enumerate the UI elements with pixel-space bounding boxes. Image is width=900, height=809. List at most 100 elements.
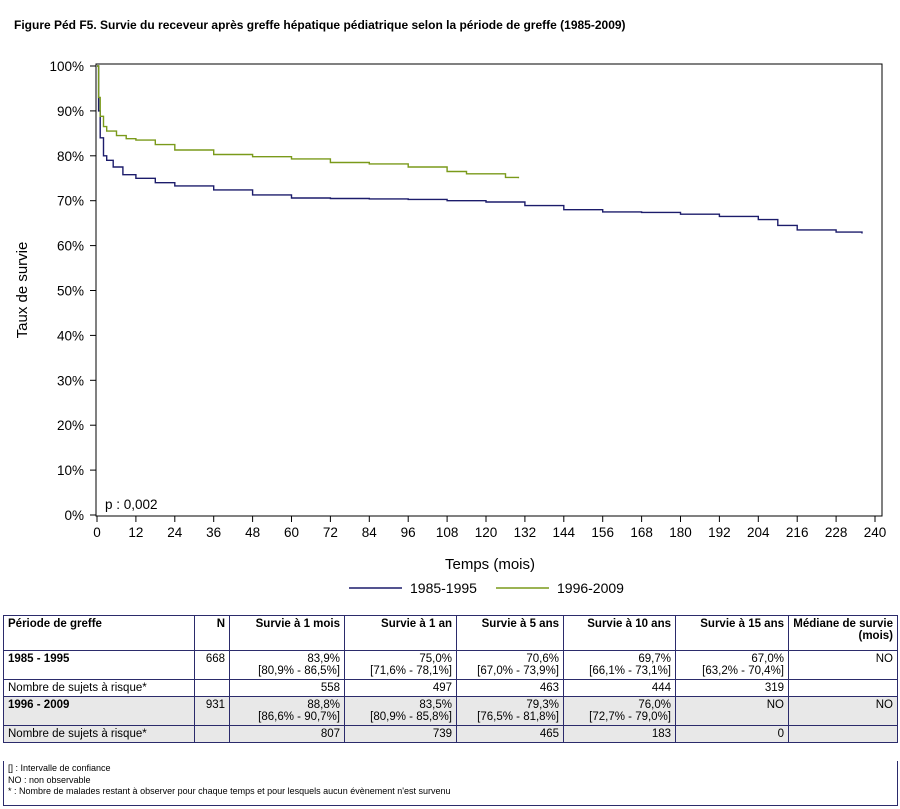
x-tick-label: 228 (825, 525, 848, 540)
note-at-risk: * : Nombre de malades restant à observer… (8, 786, 451, 796)
x-axis-ticks: 0 12 24 36 48 60 72 84 96 108 120 132 144 156 168 180 19… (93, 516, 886, 540)
header-periode: Période de greffe (3, 615, 195, 651)
period-cell: 1985 - 1995 (3, 650, 195, 680)
legend-label-1985-1995: 1985-1995 (410, 580, 477, 596)
table-header-row: Période de greffe N Survie à 1 mois Surv… (3, 615, 898, 651)
value-cell: 83,9% [80,9% - 86,5%] (229, 650, 345, 680)
x-tick-label: 0 (93, 525, 101, 540)
value-cell: 83,5% [80,9% - 85,8%] (344, 696, 457, 726)
y-tick-label: 0% (64, 508, 84, 523)
value-cell: 70,6% [67,0% - 73,9%] (456, 650, 564, 680)
median-cell: NO (788, 696, 898, 726)
header-survie-10-ans: Survie à 10 ans (563, 615, 676, 651)
header-survie-5-ans: Survie à 5 ans (456, 615, 564, 651)
x-tick-label: 240 (864, 525, 887, 540)
note-confidence-interval: [] : Intervalle de confiance (8, 763, 111, 773)
value-cell: 88,8% [86,6% - 90,7%] (229, 696, 345, 726)
x-tick-label: 84 (362, 525, 378, 540)
value-cell: 76,0% [72,7% - 79,0%] (563, 696, 676, 726)
y-tick-label: 100% (49, 59, 84, 74)
y-tick-label: 70% (57, 194, 84, 209)
period-cell: 1996 - 2009 (3, 696, 195, 726)
x-axis-title: Temps (mois) (445, 556, 535, 573)
survival-value: 88,8% (307, 699, 340, 711)
n-cell: 931 (194, 696, 230, 726)
x-tick-label: 156 (591, 525, 614, 540)
y-tick-label: 30% (57, 373, 84, 388)
y-axis-ticks: 0% 10% 20% 30% 40% 50% 60% 70% 80% 90% 100% (49, 59, 96, 523)
x-tick-label: 72 (323, 525, 338, 540)
survival-value: 79,3% (526, 699, 559, 711)
confidence-interval: [86,6% - 90,7%] (258, 711, 340, 723)
at-risk-cell: 463 (456, 679, 564, 697)
at-risk-cell (788, 679, 898, 697)
confidence-interval: [76,5% - 81,8%] (477, 711, 559, 723)
at-risk-cell: 183 (563, 725, 676, 743)
header-survie-15-ans: Survie à 15 ans (675, 615, 789, 651)
table-row: Nombre de sujets à risque* 558 497 463 4… (3, 679, 898, 697)
y-tick-label: 60% (57, 239, 84, 254)
x-tick-label: 204 (747, 525, 770, 540)
x-tick-label: 192 (708, 525, 731, 540)
at-risk-cell: 444 (563, 679, 676, 697)
confidence-interval: [63,2% - 70,4%] (702, 665, 784, 677)
series-line-1985-1995 (97, 65, 863, 234)
x-tick-label: 48 (245, 525, 260, 540)
confidence-interval: [66,1% - 73,1%] (589, 665, 671, 677)
at-risk-label: Nombre de sujets à risque* (3, 679, 195, 697)
x-tick-label: 180 (669, 525, 692, 540)
y-tick-label: 20% (57, 418, 84, 433)
header-survie-1-an: Survie à 1 an (344, 615, 457, 651)
survival-chart: 0 12 24 36 48 60 72 84 96 108 120 132 144 156 168 180 19… (14, 59, 886, 596)
at-risk-cell: 465 (456, 725, 564, 743)
n-cell (194, 679, 230, 697)
at-risk-cell (788, 725, 898, 743)
survival-value: 76,0% (638, 699, 671, 711)
y-tick-label: 10% (57, 463, 84, 478)
table-row: 1996 - 2009 931 88,8% [86,6% - 90,7%] 83,… (3, 696, 898, 726)
legend-label-1996-2009: 1996-2009 (557, 580, 624, 596)
figure-title: Figure Péd F5. Survie du receveur après … (14, 18, 626, 32)
confidence-interval: [67,0% - 73,9%] (477, 665, 559, 677)
value-cell: NO (675, 696, 789, 726)
value-cell: 75,0% [71,6% - 78,1%] (344, 650, 457, 680)
note-non-observable: NO : non observable (8, 774, 91, 785)
confidence-interval: [80,9% - 86,5%] (258, 665, 340, 677)
header-survie-1-mois: Survie à 1 mois (229, 615, 345, 651)
at-risk-cell: 739 (344, 725, 457, 743)
series-line-1996-2009 (97, 65, 520, 179)
x-tick-label: 60 (284, 525, 299, 540)
y-tick-label: 40% (57, 328, 84, 343)
x-tick-label: 168 (630, 525, 653, 540)
series-lines (97, 65, 863, 234)
at-risk-cell: 497 (344, 679, 457, 697)
confidence-interval: [72,7% - 79,0%] (589, 711, 671, 723)
x-tick-label: 36 (206, 525, 221, 540)
at-risk-label: Nombre de sujets à risque* (3, 725, 195, 743)
at-risk-cell: 0 (675, 725, 789, 743)
y-tick-label: 90% (57, 104, 84, 119)
x-tick-label: 132 (514, 525, 537, 540)
survival-value: 75,0% (419, 653, 452, 665)
table-row: 1985 - 1995 668 83,9% [80,9% - 86,5%] 75,… (3, 650, 898, 680)
table-row: Nombre de sujets à risque* 807 739 465 1… (3, 725, 898, 743)
y-axis-title: Taux de survie (14, 242, 31, 339)
x-tick-label: 108 (436, 525, 459, 540)
confidence-interval: [80,9% - 85,8%] (370, 711, 452, 723)
table-notes: [] : Intervalle de confiance NO : non ob… (3, 761, 898, 806)
survival-table: Période de greffe N Survie à 1 mois Surv… (3, 615, 898, 743)
n-cell: 668 (194, 650, 230, 680)
at-risk-cell: 558 (229, 679, 345, 697)
at-risk-cell: 319 (675, 679, 789, 697)
survival-value: 83,9% (307, 653, 340, 665)
survival-value: 70,6% (526, 653, 559, 665)
x-tick-label: 12 (128, 525, 143, 540)
header-n: N (194, 615, 230, 651)
survival-value: 83,5% (419, 699, 452, 711)
confidence-interval: [71,6% - 78,1%] (370, 665, 452, 677)
legend: 1985-1995 1996-2009 (349, 580, 624, 596)
x-tick-label: 24 (167, 525, 183, 540)
value-cell: 79,3% [76,5% - 81,8%] (456, 696, 564, 726)
x-tick-label: 144 (553, 525, 576, 540)
survival-value: NO (766, 699, 784, 711)
